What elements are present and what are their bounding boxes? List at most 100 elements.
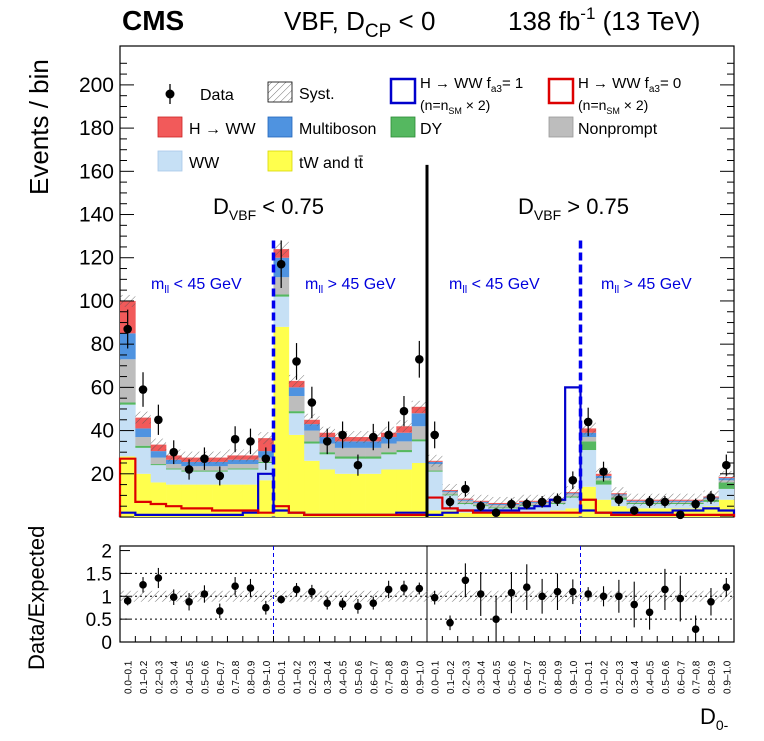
signal-histograms: [118, 386, 736, 517]
x-tick-label: 0.0–0.1: [124, 660, 135, 694]
ratio-point: [492, 615, 500, 623]
bar-top: [519, 512, 535, 517]
bar-ww: [150, 465, 167, 483]
data-point: [722, 460, 731, 470]
bar-top: [304, 460, 320, 517]
bar-top: [227, 484, 244, 517]
data-point: [537, 497, 547, 507]
ratio-point: [446, 619, 454, 627]
syst-band-bin: [611, 487, 627, 500]
syst-band-bin: [227, 449, 243, 462]
data-point: [675, 510, 685, 520]
bar-nonprompt: [396, 441, 412, 451]
data-point: [169, 447, 179, 457]
x-tick-label: 0.9–1.0: [569, 660, 580, 694]
bar-top: [503, 512, 520, 517]
x-tick-label: 0.9–1.0: [415, 660, 426, 694]
x-tick-label: 0.6–0.7: [523, 660, 534, 694]
ratio-y-axis-label: Data/Expected: [24, 526, 49, 670]
bar-top: [212, 484, 228, 517]
bar-top: [411, 462, 428, 517]
bar-dy: [288, 411, 305, 414]
bar-top: [396, 469, 412, 517]
x-tick-label: 0.6–0.7: [676, 660, 687, 694]
ratio-point: [553, 587, 562, 596]
bar-top: [473, 512, 489, 517]
y-tick-label: 40: [91, 420, 114, 443]
bar-nonprompt: [411, 426, 428, 440]
y-tick-label: 100: [79, 290, 114, 313]
syst-band-bin: [242, 449, 259, 462]
bar-ww: [534, 506, 551, 513]
bar-ww: [135, 447, 151, 474]
ratio-panel: 00.511.52: [86, 542, 734, 654]
syst-band-bin: [488, 496, 504, 509]
ratio-point: [599, 592, 608, 601]
bar-nonprompt: [580, 437, 597, 442]
data-point: [415, 354, 424, 364]
bar-dy: [580, 441, 597, 451]
legend-dy-label: DY: [420, 121, 443, 138]
legend-ww-swatch: [157, 150, 183, 172]
legend-syst-swatch: [267, 81, 293, 103]
data-point: [491, 508, 501, 517]
ratio-syst-band: [687, 590, 704, 602]
bar-ww: [365, 458, 382, 474]
bar-top: [319, 469, 336, 517]
legend-fa3-1-label: H → WW fa3= 1: [420, 75, 523, 95]
x-tick-label: 0.4–0.5: [646, 660, 657, 694]
x-axis-label: D0-: [700, 704, 729, 733]
bar-multiboson: [150, 451, 167, 458]
data-point: [246, 437, 255, 446]
bar-dy: [166, 468, 182, 470]
bar-dy: [411, 439, 428, 442]
bar-nonprompt: [304, 430, 320, 442]
legend-top-swatch: [267, 150, 293, 172]
bar-dy: [334, 456, 351, 459]
data-point: [522, 499, 532, 509]
ratio-point: [139, 581, 147, 589]
x-tick-label: 0.1–0.2: [139, 660, 150, 694]
bar-top: [181, 484, 198, 517]
legend-nonprompt-swatch: [548, 116, 574, 138]
x-tick-label: 0.4–0.5: [185, 660, 196, 694]
x-tick-label: 0.9–1.0: [262, 660, 273, 694]
data-point: [599, 467, 608, 476]
bar-ww: [242, 469, 259, 485]
data-point: [629, 506, 639, 515]
bar-ww: [319, 454, 336, 470]
bar-multiboson: [227, 459, 244, 465]
x-tick-label: 0.2–0.3: [154, 660, 165, 694]
bar-multiboson: [242, 459, 259, 465]
bar-top: [288, 434, 305, 517]
ratio-syst-band: [288, 590, 305, 602]
mll-label-1: mll < 45 GeV: [151, 276, 242, 296]
data-point: [261, 454, 271, 463]
bar-nonprompt: [427, 464, 443, 471]
bar-top: [120, 456, 136, 517]
data-point: [553, 495, 562, 505]
ratio-syst-band: [258, 590, 274, 602]
data-point: [123, 324, 132, 334]
bar-top: [718, 499, 735, 517]
x-tick-label: 0.4–0.5: [339, 660, 350, 694]
legend-fa3-1-scale: (n=nSM × 2): [420, 97, 490, 116]
syst-band-bin: [150, 438, 167, 451]
legend-data-label: Data: [200, 87, 234, 104]
data-point: [706, 493, 716, 502]
bar-multiboson: [135, 428, 151, 438]
ratio-point: [215, 607, 224, 615]
y-tick-label: 80: [91, 333, 114, 356]
ratio-point: [308, 587, 316, 596]
legend-syst-label: Syst.: [299, 86, 335, 103]
syst-band-bin: [288, 374, 305, 387]
ratio-point: [323, 599, 332, 607]
x-tick-label: 0.1–0.2: [446, 660, 457, 694]
bar-top: [135, 473, 151, 517]
bar-top: [457, 512, 474, 517]
ratio-point: [661, 585, 669, 594]
bar-multiboson: [411, 413, 428, 427]
bar-dy: [242, 468, 259, 470]
x-tick-label: 0.8–0.9: [553, 660, 564, 694]
x-tick-label: 0.1–0.2: [293, 660, 304, 694]
